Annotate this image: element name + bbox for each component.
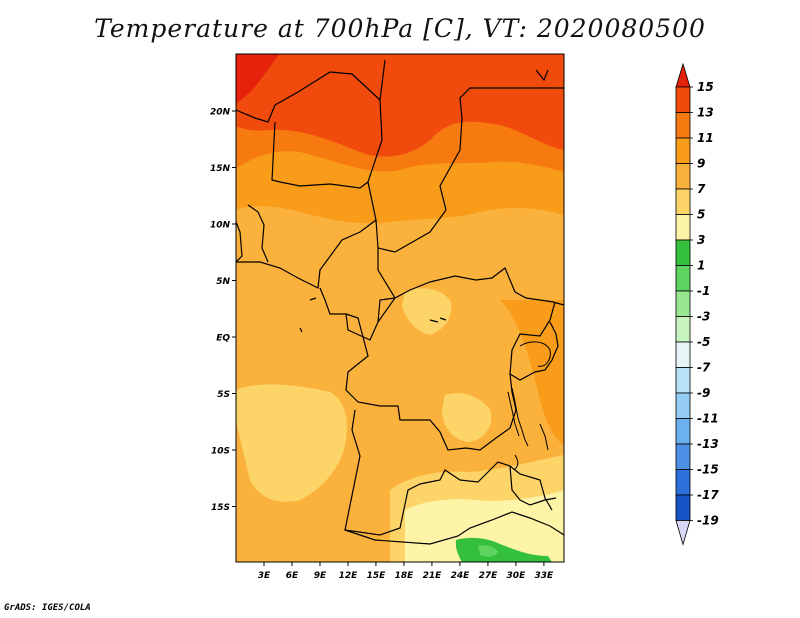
lon-tick-label: 27E	[479, 571, 499, 581]
colorbar: 15 13 11 9 7 5 3 1 -1 -3 -5 -7 -9 -11 -13 -15 -17 -19	[675, 62, 719, 546]
footer-credit: GrADS: IGES/COLA	[4, 603, 91, 613]
lon-tick-label: 24E	[451, 571, 471, 581]
colorbar-label: -9	[697, 386, 710, 400]
colorbar-label: -17	[697, 488, 719, 502]
longitude-axis: 3E 6E 9E 12E 15E 18E 21E 24E 27E 30E 33E	[258, 562, 554, 581]
lat-tick-label: EQ	[216, 334, 230, 344]
band-9-11-east	[500, 300, 564, 445]
lon-tick-label: 30E	[507, 571, 527, 581]
chart-title: Temperature at 700hPa [C], VT: 202008050…	[94, 14, 706, 43]
colorbar-swatch	[675, 316, 691, 343]
lon-tick-label: 12E	[339, 571, 359, 581]
lat-tick-label: 5N	[216, 277, 230, 287]
band-5-7-south-central	[442, 393, 492, 442]
band-minus1-1-south	[478, 545, 498, 557]
lat-tick-label: 10N	[210, 221, 231, 231]
band-5-7-central	[402, 288, 452, 335]
temperature-field	[236, 54, 564, 562]
colorbar-label: -5	[697, 335, 710, 349]
colorbar-label: -19	[697, 514, 719, 528]
colorbar-label: 3	[697, 233, 705, 247]
lakes	[507, 341, 551, 471]
colorbar-swatch	[675, 265, 691, 292]
lat-tick-label: 10S	[211, 447, 230, 457]
colorbar-label: 1	[697, 259, 705, 273]
map-frame	[235, 53, 565, 563]
colorbar-label: -15	[697, 463, 719, 477]
lat-tick-label: 15N	[210, 164, 231, 174]
colorbar-label: -13	[697, 437, 719, 451]
band-3-5-south	[405, 490, 564, 562]
colorbar-label: 5	[697, 208, 705, 222]
colorbar-swatch	[675, 137, 691, 164]
lon-tick-label: 18E	[395, 571, 415, 581]
colorbar-swatch	[675, 163, 691, 190]
lon-tick-label: 9E	[314, 571, 327, 581]
colorbar-swatch	[675, 469, 691, 496]
colorbar-label: 11	[697, 131, 714, 145]
lon-tick-label: 21E	[423, 571, 443, 581]
colorbar-bottom-arrow	[675, 520, 691, 546]
country-borders	[236, 59, 564, 545]
colorbar-top-arrow	[675, 62, 691, 88]
lon-tick-label: 33E	[535, 571, 555, 581]
colorbar-swatch	[675, 418, 691, 445]
band-1-3-south	[455, 537, 552, 562]
colorbar-label: 13	[697, 106, 714, 120]
colorbar-swatch	[675, 86, 691, 113]
colorbar-label: 9	[697, 157, 705, 171]
colorbar-swatch	[675, 494, 691, 521]
latitude-axis: 20N 15N 10N 5N EQ 5S 10S 15S	[210, 108, 236, 513]
colorbar-label: 15	[697, 80, 714, 94]
lon-tick-label: 15E	[367, 571, 387, 581]
colorbar-label: -3	[697, 310, 710, 324]
lat-tick-label: 20N	[210, 108, 231, 118]
colorbar-swatch	[675, 188, 691, 215]
lat-tick-label: 5S	[217, 390, 230, 400]
colorbar-swatch	[675, 392, 691, 419]
colorbar-label: -1	[697, 284, 710, 298]
colorbar-swatch	[675, 290, 691, 317]
band-above-15	[236, 54, 280, 104]
colorbar-swatch	[675, 367, 691, 394]
lon-tick-label: 3E	[258, 571, 271, 581]
colorbar-swatch	[675, 443, 691, 470]
lon-tick-label: 6E	[286, 571, 299, 581]
colorbar-swatch	[675, 214, 691, 241]
colorbar-label: 7	[697, 182, 706, 196]
colorbar-swatch	[675, 239, 691, 266]
lat-tick-label: 15S	[211, 503, 230, 513]
colorbar-swatch	[675, 112, 691, 139]
colorbar-label: -11	[697, 412, 719, 426]
colorbar-label: -7	[697, 361, 711, 375]
band-5-7-southwest	[236, 384, 347, 502]
colorbar-swatch	[675, 341, 691, 368]
